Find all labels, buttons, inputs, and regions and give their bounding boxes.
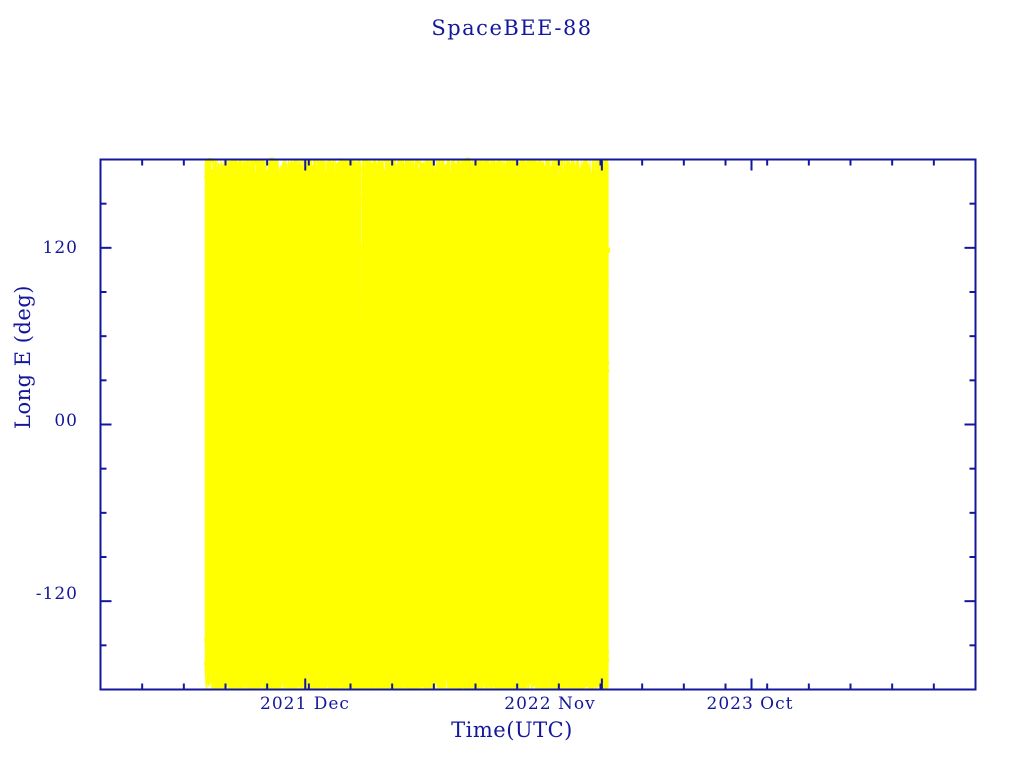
- x-tick-label-2023-oct: 2023 Oct: [706, 694, 794, 714]
- x-tick-label-2021-dec: 2021 Dec: [260, 694, 350, 714]
- data-series-longitude: [204, 157, 611, 691]
- axis-frame: [99, 158, 977, 691]
- page-title: SpaceBEE-88: [431, 16, 593, 40]
- x-axis-title: Time(UTC): [451, 718, 573, 742]
- y-tick-label-0: 00: [54, 411, 78, 431]
- x-tick-label-2022-nov: 2022 Nov: [504, 694, 596, 714]
- y-tick-label-neg120: -120: [35, 584, 78, 604]
- y-tick-label-120: 120: [42, 238, 78, 258]
